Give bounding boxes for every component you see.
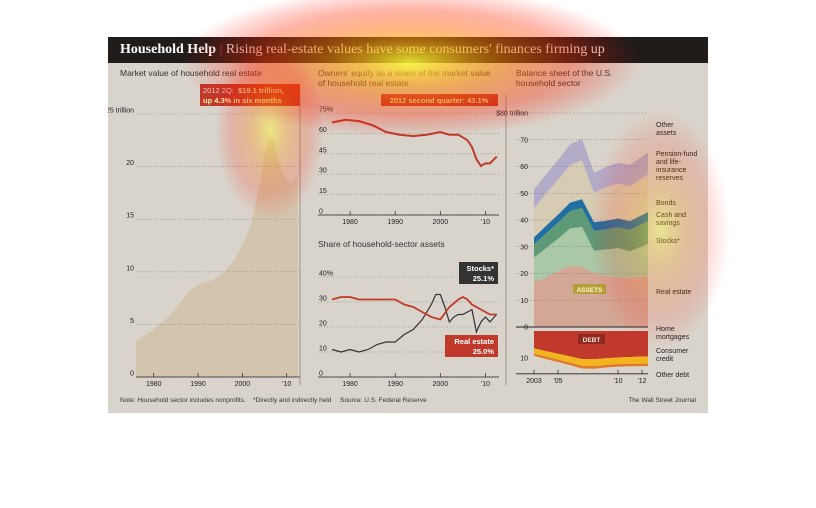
owners-equity-x-tick-label: '10 bbox=[481, 219, 490, 226]
balance-y-tick-label: $80 trillion bbox=[496, 111, 528, 118]
balance-debt-area-1 bbox=[534, 348, 648, 367]
asset-share-stocks-label-box bbox=[459, 262, 498, 284]
balance-x-tick-label: '05 bbox=[553, 378, 562, 385]
asset-share-y-tick-label: 20 bbox=[319, 321, 327, 328]
balance-x-tick-label: '10 bbox=[613, 378, 622, 385]
market-value-annotation-lead: 2012 2Q: bbox=[203, 86, 234, 95]
balance-legend-pension: Pension-fund bbox=[656, 151, 697, 158]
owners-equity-y-tick-label: 0 bbox=[319, 209, 323, 216]
owners-equity-y-tick-label: 30 bbox=[319, 168, 327, 175]
owners-equity-line bbox=[331, 118, 498, 168]
market-value-x-tick-label: '10 bbox=[282, 381, 291, 388]
market-value-y-tick-label: 10 bbox=[126, 265, 134, 272]
market-value-area bbox=[136, 137, 298, 377]
footer-credit: The Wall Street Journal bbox=[628, 397, 696, 404]
asset-share-y-tick-label: 30 bbox=[319, 296, 327, 303]
balance-y-tick-label: 50 bbox=[520, 191, 528, 198]
balance-x-tick-label: '12 bbox=[637, 378, 646, 385]
balance-y-tick-label: 40 bbox=[520, 218, 528, 225]
balance-debt-label: DEBT bbox=[583, 337, 601, 344]
balance-y-tick-label: 0 bbox=[524, 325, 528, 332]
asset-share-x-tick-label: '10 bbox=[481, 381, 490, 388]
market-value-x-tick-label: 1990 bbox=[190, 381, 206, 388]
asset-share-x-tick-label: 1980 bbox=[342, 381, 358, 388]
owners-equity-y-tick-label: 15 bbox=[319, 188, 327, 195]
asset-share-realestate-label: Real estate bbox=[454, 337, 494, 346]
balance-legend-other-assets: Other bbox=[656, 122, 674, 129]
footer-footnote: *Directly and indirectly held bbox=[253, 397, 332, 404]
balance-legend-cash: Cash and bbox=[656, 212, 686, 219]
asset-share-line-stocks bbox=[331, 293, 498, 353]
asset-share-y-tick-label: 40% bbox=[319, 271, 333, 278]
asset-share-x-tick-label: 2000 bbox=[433, 381, 449, 388]
owners-equity-annotation-label: 2012 second quarter: 43.1% bbox=[390, 96, 489, 105]
owners-equity-y-tick-label: 60 bbox=[319, 127, 327, 134]
market-value-x-tick-label: 1980 bbox=[146, 381, 162, 388]
balance-legend-pension: and life- bbox=[656, 159, 682, 166]
asset-share-realestate-label-box bbox=[445, 335, 498, 357]
footer-source: Source: U.S. Federal Reserve bbox=[340, 397, 427, 404]
balance-assets-label: ASSETS bbox=[576, 287, 603, 294]
balance-legend-consumer-credit: credit bbox=[656, 356, 673, 363]
asset-share-realestate-value: 25.0% bbox=[473, 347, 495, 356]
owners-equity-x-tick-label: 1990 bbox=[387, 219, 403, 226]
balance-y-tick-label: 10 bbox=[520, 298, 528, 305]
balance-y-tick-label: 30 bbox=[520, 244, 528, 251]
balance-legend-mortgages: Home bbox=[656, 326, 675, 333]
market-value-annotation-change: up 4.3% in six months bbox=[203, 96, 282, 105]
owners-equity-x-tick-label: 2000 bbox=[433, 219, 449, 226]
asset-share-stocks-label: Stocks* bbox=[466, 264, 494, 273]
balance-legend-consumer-credit: Consumer bbox=[656, 348, 689, 355]
asset-share-x-tick-label: 1990 bbox=[387, 381, 403, 388]
owners-equity-y-tick-label: 45 bbox=[319, 147, 327, 154]
market-value-y-tick-label: 0 bbox=[130, 371, 134, 378]
balance-legend-bonds: Bonds bbox=[656, 200, 676, 207]
owners-equity-y-tick-label: 75% bbox=[319, 107, 333, 114]
balance-x-tick-label: 2003 bbox=[526, 378, 542, 385]
market-value-y-tick-label: 5 bbox=[130, 318, 134, 325]
balance-y-tick-label: 60 bbox=[520, 164, 528, 171]
balance-legend-pension: reserves bbox=[656, 175, 683, 182]
asset-share-y-tick-label: 0 bbox=[319, 371, 323, 378]
balance-legend-pension: insurance bbox=[656, 167, 686, 174]
market-value-x-tick-label: 2000 bbox=[235, 381, 251, 388]
balance-legend-real-estate: Real estate bbox=[656, 289, 692, 296]
asset-share-title: Share of household-sector assets bbox=[318, 239, 445, 249]
market-value-y-tick-label: 20 bbox=[126, 160, 134, 167]
owners-equity-x-tick-label: 1980 bbox=[342, 219, 358, 226]
balance-debt-tick-label: 10 bbox=[520, 355, 528, 362]
market-value-y-tick-label: 15 bbox=[126, 213, 134, 220]
market-value-annotation-value: $19.1 trillion, bbox=[238, 86, 284, 95]
balance-y-tick-label: 20 bbox=[520, 271, 528, 278]
asset-share-y-tick-label: 10 bbox=[319, 346, 327, 353]
balance-assets-label-box bbox=[573, 284, 606, 294]
market-value-y-tick-label: $25 trillion bbox=[108, 108, 134, 115]
balance-legend-mortgages: mortgages bbox=[656, 334, 690, 341]
balance-legend-other-assets: assets bbox=[656, 130, 677, 137]
balance-legend-stocks: Stocks* bbox=[656, 238, 680, 245]
asset-share-line-real-estate bbox=[331, 295, 497, 321]
balance-legend-other-debt: Other debt bbox=[656, 372, 689, 379]
balance-legend-cash: savings bbox=[656, 220, 680, 227]
balance-y-tick-label: 70 bbox=[520, 137, 528, 144]
footer-note: Note: Household sector includes nonprofi… bbox=[120, 397, 246, 404]
balance-debt-area-2 bbox=[534, 353, 648, 369]
chart-figure: Household Help | Rising real-estate valu… bbox=[108, 37, 708, 413]
asset-share-stocks-value: 25.1% bbox=[473, 274, 495, 283]
